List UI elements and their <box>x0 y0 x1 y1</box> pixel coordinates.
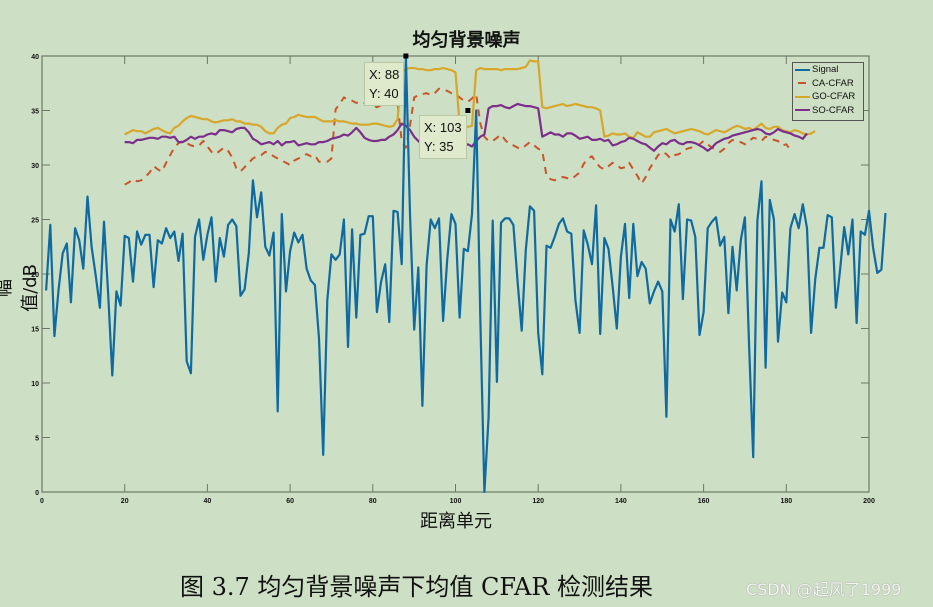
y-tick-label: 35 <box>31 109 39 116</box>
x-tick-label: 120 <box>532 498 544 505</box>
legend-swatch-ca-cfar <box>798 82 806 85</box>
legend-item-so-cfar: SO-CFAR <box>793 104 863 118</box>
x-tick-label: 40 <box>204 498 212 505</box>
datatip-peak-1: X: 88 Y: 40 <box>364 62 405 106</box>
y-tick-label: 10 <box>31 381 39 388</box>
legend-item-ca-cfar: CA-CFAR <box>793 77 863 91</box>
legend: Signal CA-CFAR GO-CFAR SO-CFAR <box>792 62 864 121</box>
figure-caption: 图 3.7 均匀背景噪声下均值 CFAR 检测结果 <box>180 573 654 601</box>
x-tick-label: 60 <box>286 498 294 505</box>
datatip-marker <box>465 108 471 113</box>
x-tick-label: 180 <box>780 498 792 505</box>
y-tick-label: 25 <box>31 218 39 225</box>
y-tick-label: 30 <box>31 163 39 170</box>
x-tick-label: 100 <box>450 498 462 505</box>
legend-item-signal: Signal <box>793 63 863 77</box>
legend-swatch-signal <box>795 68 810 71</box>
y-axis-label: 幅值/dB <box>0 264 41 312</box>
x-tick-label: 0 <box>40 498 44 505</box>
legend-swatch-go-cfar <box>795 95 810 98</box>
x-tick-label: 20 <box>121 498 129 505</box>
legend-item-go-cfar: GO-CFAR <box>793 90 863 104</box>
y-tick-label: 40 <box>31 54 39 61</box>
y-tick-label: 5 <box>35 436 39 443</box>
y-tick-label: 0 <box>35 490 39 497</box>
series-signal <box>45 54 887 494</box>
x-tick-label: 200 <box>863 498 875 505</box>
y-tick-label: 20 <box>31 272 39 279</box>
chart-title: 均匀背景噪声 <box>412 30 521 51</box>
series-go-cfar <box>124 59 816 139</box>
x-tick-label: 140 <box>615 498 627 505</box>
x-axis-label: 距离单元 <box>420 511 492 532</box>
x-tick-label: 160 <box>698 498 710 505</box>
watermark: CSDN @起风了1999 <box>746 580 902 599</box>
x-tick-label: 80 <box>369 498 377 505</box>
datatip-peak-2: X: 103 Y: 35 <box>419 115 467 159</box>
datatip-marker <box>403 53 409 59</box>
y-tick-label: 15 <box>31 327 39 334</box>
legend-swatch-so-cfar <box>795 109 810 112</box>
